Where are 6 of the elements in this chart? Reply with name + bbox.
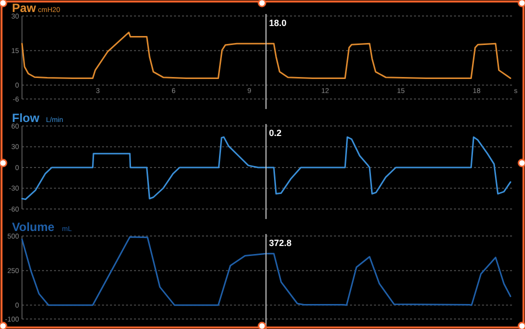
annotation: 18.0	[268, 18, 287, 28]
chart-title: Flow	[12, 111, 40, 125]
chart-title: Paw	[12, 1, 37, 15]
annotation: 0.2	[268, 128, 282, 138]
annotation: 372.8	[268, 238, 292, 248]
chart-title: Volume	[12, 220, 55, 234]
